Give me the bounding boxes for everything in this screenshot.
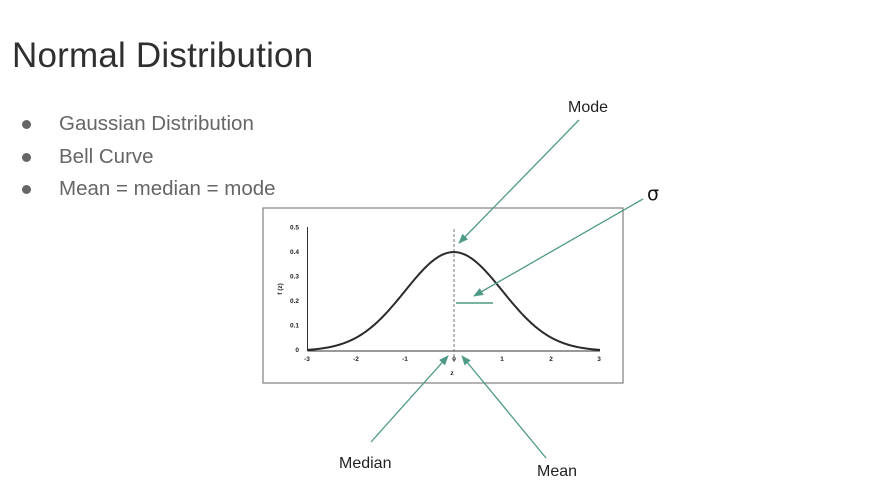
y-axis-label: f (z)	[277, 283, 284, 295]
bullet-text: Bell Curve	[59, 144, 154, 168]
x-tick-label: -2	[353, 356, 359, 363]
x-tick-label: 3	[597, 356, 601, 363]
median-arrow	[370, 355, 449, 443]
y-tick-label: 0	[295, 347, 299, 354]
x-tick-label: 1	[500, 356, 504, 363]
bullet-text: Mean = median = mode	[59, 177, 276, 200]
chart-frame	[262, 207, 624, 384]
mean-label: Mean	[537, 463, 577, 480]
mean-arrow	[461, 355, 547, 459]
y-tick-label: 0.5	[290, 225, 299, 232]
mode-arrow	[458, 119, 580, 244]
y-tick-label: 0.4	[290, 249, 299, 256]
sigma-label: σ	[647, 183, 659, 205]
bullet-dot-icon	[22, 185, 31, 194]
mode-label: Mode	[568, 99, 608, 116]
slide-title: Normal Distribution	[12, 36, 314, 75]
x-tick-label: -3	[304, 356, 310, 363]
x-axis-label: z	[450, 370, 454, 377]
y-tick-label: 0.1	[290, 323, 299, 330]
x-tick-label: -1	[402, 356, 408, 363]
bullet-dot-icon	[22, 120, 31, 129]
median-label: Median	[339, 455, 391, 472]
bullet-text: Gaussian Distribution	[59, 112, 254, 135]
y-tick-label: 0.2	[290, 298, 299, 305]
x-tick-label: 2	[549, 356, 553, 363]
bell-curve	[307, 251, 601, 351]
y-tick-label: 0.3	[290, 274, 299, 281]
sigma-arrow	[473, 198, 644, 297]
bullet-dot-icon	[22, 152, 31, 162]
